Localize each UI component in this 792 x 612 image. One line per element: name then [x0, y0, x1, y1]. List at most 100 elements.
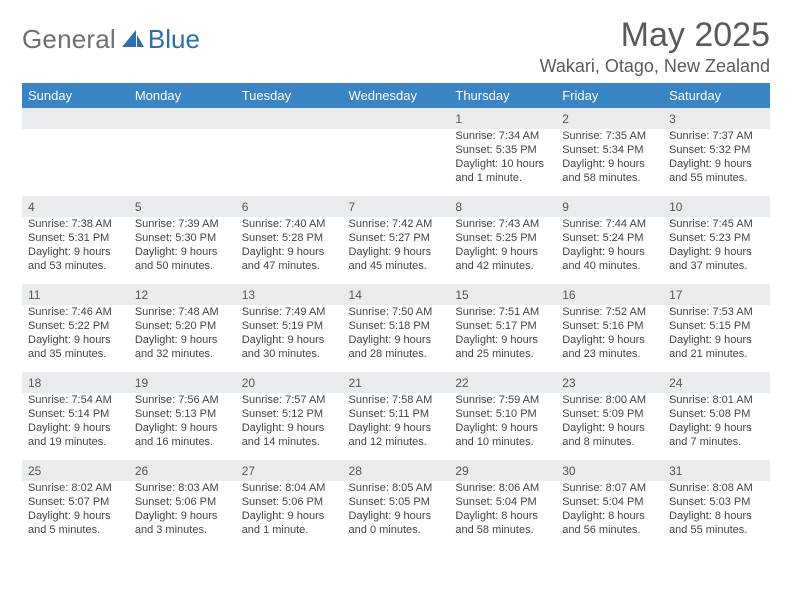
- day-number: [343, 108, 450, 129]
- day-details: Sunrise: 8:02 AMSunset: 5:07 PMDaylight:…: [22, 481, 129, 541]
- sunset-line: Sunset: 5:13 PM: [135, 408, 216, 420]
- weekday-header: Saturday: [663, 83, 770, 108]
- day-number: 15: [449, 284, 556, 305]
- day-number: 24: [663, 372, 770, 393]
- sunrise-line: Sunrise: 7:46 AM: [28, 306, 112, 318]
- day-number: [22, 108, 129, 129]
- day-details: Sunrise: 7:38 AMSunset: 5:31 PMDaylight:…: [22, 217, 129, 277]
- day-number: 19: [129, 372, 236, 393]
- sunrise-line: Sunrise: 7:48 AM: [135, 306, 219, 318]
- sunset-line: Sunset: 5:20 PM: [135, 320, 216, 332]
- daylight-line: Daylight: 9 hours and 28 minutes.: [349, 334, 432, 360]
- calendar-week-row: 11Sunrise: 7:46 AMSunset: 5:22 PMDayligh…: [22, 284, 770, 372]
- day-number: 27: [236, 460, 343, 481]
- day-details: Sunrise: 8:00 AMSunset: 5:09 PMDaylight:…: [556, 393, 663, 453]
- daylight-line: Daylight: 9 hours and 14 minutes.: [242, 422, 325, 448]
- sunrise-line: Sunrise: 7:40 AM: [242, 218, 326, 230]
- day-details: Sunrise: 7:35 AMSunset: 5:34 PMDaylight:…: [556, 129, 663, 189]
- daylight-line: Daylight: 8 hours and 56 minutes.: [562, 510, 645, 536]
- day-details: Sunrise: 7:43 AM Sunset: 5:25 PM Daylight:…: [449, 217, 556, 277]
- daylight-line: Daylight: 8 hours and 55 minutes.: [669, 510, 752, 536]
- day-details: Sunrise: 8:08 AM Sunset: 5:03 PM Daylight:…: [663, 481, 770, 541]
- sunset-line: Sunset: 5:06 PM: [135, 496, 216, 508]
- sunrise-line: Sunrise: 7:59 AM: [455, 394, 539, 406]
- calendar-day-cell: 26Sunrise: 8:03 AMSunset: 5:06 PMDayligh…: [129, 460, 236, 548]
- day-number: 16: [556, 284, 663, 305]
- day-number: 12: [129, 284, 236, 305]
- day-details: Sunrise: 7:59 AM Sunset: 5:10 PM Daylight:…: [449, 393, 556, 453]
- calendar-day-cell: 4Sunrise: 7:38 AMSunset: 5:31 PMDaylight…: [22, 196, 129, 284]
- sunrise-line: Sunrise: 8:03 AM: [135, 482, 219, 494]
- calendar-day-cell: 25Sunrise: 8:02 AMSunset: 5:07 PMDayligh…: [22, 460, 129, 548]
- day-details: Sunrise: 7:42 AMSunset: 5:27 PMDaylight:…: [343, 217, 450, 277]
- daylight-line: Daylight: 9 hours and 32 minutes.: [135, 334, 218, 360]
- day-number: 7: [343, 196, 450, 217]
- day-number: 21: [343, 372, 450, 393]
- daylight-line: Daylight: 9 hours and 19 minutes.: [28, 422, 111, 448]
- calendar-day-cell: 10Sunrise: 7:45 AMSunset: 5:23 PMDayligh…: [663, 196, 770, 284]
- calendar-day-cell: 30Sunrise: 8:07 AMSunset: 5:04 PMDayligh…: [556, 460, 663, 548]
- calendar-day-cell: 24Sunrise: 8:01 AMSunset: 5:08 PMDayligh…: [663, 372, 770, 460]
- day-number: 6: [236, 196, 343, 217]
- sunset-line: Sunset: 5:08 PM: [669, 408, 750, 420]
- weekday-header: Friday: [556, 83, 663, 108]
- daylight-line: Daylight: 9 hours and 25 minutes.: [455, 334, 538, 360]
- day-details: Sunrise: 7:51 AMSunset: 5:17 PMDaylight:…: [449, 305, 556, 365]
- sunset-line: Sunset: 5:18 PM: [349, 320, 430, 332]
- calendar-day-cell: 12Sunrise: 7:48 AM Sunset: 5:20 PM Dayligh…: [129, 284, 236, 372]
- day-number: 3: [663, 108, 770, 129]
- sunset-line: Sunset: 5:10 PM: [455, 408, 536, 420]
- calendar-week-row: 18Sunrise: 7:54 AMSunset: 5:14 PMDayligh…: [22, 372, 770, 460]
- calendar-day-cell: 8Sunrise: 7:43 AMSunset: 5:25 PMDaylight…: [449, 196, 556, 284]
- calendar-day-cell: 21Sunrise: 7:58 AMSunset: 5:11 PMDayligh…: [343, 372, 450, 460]
- calendar-blank-cell: [343, 108, 450, 196]
- sunrise-line: Sunrise: 7:39 AM: [135, 218, 219, 230]
- calendar-week-row: 4Sunrise: 7:38 AMSunset: 5:31 PMDaylight…: [22, 196, 770, 284]
- sunrise-line: Sunrise: 8:01 AM: [669, 394, 753, 406]
- sunset-line: Sunset: 5:28 PM: [242, 232, 323, 244]
- sunrise-line: Sunrise: 7:43 AM: [455, 218, 539, 230]
- day-details: Sunrise: 8:03 AMSunset: 5:06 PMDaylight:…: [129, 481, 236, 541]
- daylight-line: Daylight: 9 hours and 35 minutes.: [28, 334, 111, 360]
- daylight-line: Daylight: 9 hours and 0 minutes.: [349, 510, 432, 536]
- calendar-day-cell: 27Sunrise: 8:04 AMSunset: 5:06 PMDayligh…: [236, 460, 343, 548]
- calendar-day-cell: 20Sunrise: 7:57 AMSunset: 5:12 PMDayligh…: [236, 372, 343, 460]
- daylight-line: Daylight: 9 hours and 40 minutes.: [562, 246, 645, 272]
- calendar-day-cell: 3Sunrise: 7:37 AMSunset: 5:32 PMDaylight…: [663, 108, 770, 196]
- sunset-line: Sunset: 5:32 PM: [669, 144, 750, 156]
- weekday-header: Tuesday: [236, 83, 343, 108]
- daylight-line: Daylight: 9 hours and 10 minutes.: [455, 422, 538, 448]
- calendar-day-cell: 31Sunrise: 8:08 AM Sunset: 5:03 PM Dayligh…: [663, 460, 770, 548]
- day-details: Sunrise: 8:07 AMSunset: 5:04 PMDaylight:…: [556, 481, 663, 541]
- weekday-header: Sunday: [22, 83, 129, 108]
- day-details: Sunrise: 7:46 AMSunset: 5:22 PMDaylight:…: [22, 305, 129, 365]
- sunset-line: Sunset: 5:11 PM: [349, 408, 430, 420]
- calendar-day-cell: 29Sunrise: 8:06 AMSunset: 5:04 PMDayligh…: [449, 460, 556, 548]
- calendar-day-cell: 17Sunrise: 7:53 AMSunset: 5:15 PMDayligh…: [663, 284, 770, 372]
- day-details: Sunrise: 7:34 AMSunset: 5:35 PMDaylight:…: [449, 129, 556, 189]
- sunset-line: Sunset: 5:03 PM: [669, 496, 750, 508]
- calendar-day-cell: 7Sunrise: 7:42 AMSunset: 5:27 PMDaylight…: [343, 196, 450, 284]
- day-details: Sunrise: 7:56 AMSunset: 5:13 PMDaylight:…: [129, 393, 236, 453]
- calendar-day-cell: 14Sunrise: 7:50 AMSunset: 5:18 PMDayligh…: [343, 284, 450, 372]
- sunrise-line: Sunrise: 7:35 AM: [562, 130, 646, 142]
- calendar-day-cell: 15Sunrise: 7:51 AMSunset: 5:17 PMDayligh…: [449, 284, 556, 372]
- sunset-line: Sunset: 5:30 PM: [135, 232, 216, 244]
- daylight-line: Daylight: 9 hours and 55 minutes.: [669, 158, 752, 184]
- day-number: 31: [663, 460, 770, 481]
- daylight-line: Daylight: 9 hours and 37 minutes.: [669, 246, 752, 272]
- daylight-line: Daylight: 9 hours and 42 minutes.: [455, 246, 538, 272]
- sunrise-line: Sunrise: 7:34 AM: [455, 130, 539, 142]
- sunrise-line: Sunrise: 8:08 AM: [669, 482, 753, 494]
- sunset-line: Sunset: 5:34 PM: [562, 144, 643, 156]
- sunrise-line: Sunrise: 7:49 AM: [242, 306, 326, 318]
- sunset-line: Sunset: 5:19 PM: [242, 320, 323, 332]
- daylight-line: Daylight: 9 hours and 23 minutes.: [562, 334, 645, 360]
- calendar-day-cell: 28Sunrise: 8:05 AMSunset: 5:05 PMDayligh…: [343, 460, 450, 548]
- day-number: 1: [449, 108, 556, 129]
- sunset-line: Sunset: 5:14 PM: [28, 408, 109, 420]
- sunset-line: Sunset: 5:25 PM: [455, 232, 536, 244]
- day-number: 4: [22, 196, 129, 217]
- calendar-day-cell: 22Sunrise: 7:59 AMSunset: 5:10 PMDayligh…: [449, 372, 556, 460]
- sunset-line: Sunset: 5:17 PM: [455, 320, 536, 332]
